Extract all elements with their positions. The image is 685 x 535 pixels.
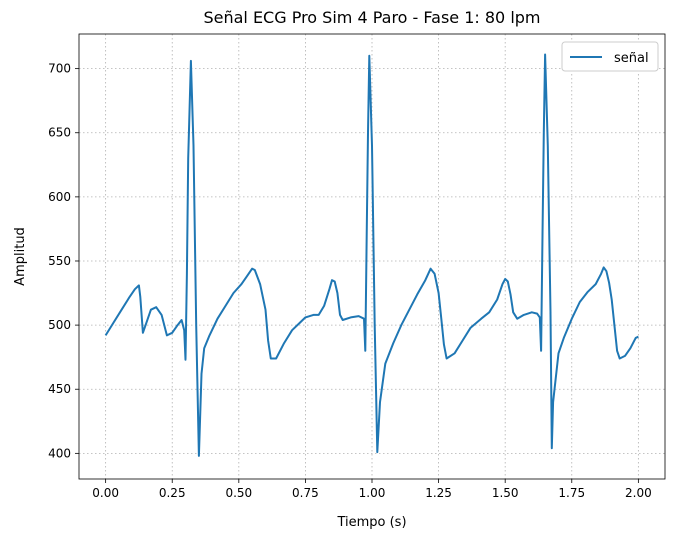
x-tick-label: 0.50 (225, 486, 252, 500)
y-tick-label: 500 (48, 318, 71, 332)
grid-lines (79, 34, 665, 479)
y-tick-label: 700 (48, 62, 71, 76)
x-tick-label: 1.50 (492, 486, 519, 500)
x-tick-label: 1.75 (558, 486, 585, 500)
y-tick-label: 650 (48, 126, 71, 140)
series-line-senal (104, 53, 639, 457)
legend: señal (561, 41, 659, 72)
x-tick-label: 2.00 (625, 486, 652, 500)
x-axis-label: Tiempo (s) (336, 515, 406, 530)
y-tick-label: 550 (48, 254, 71, 268)
x-tick-label: 1.25 (425, 486, 452, 500)
x-tick-label: 0.00 (92, 486, 119, 500)
plot-frame (78, 33, 666, 480)
x-tick-label: 0.25 (159, 486, 186, 500)
y-tick-label: 400 (48, 446, 71, 460)
y-axis-label: Amplitud (13, 227, 28, 286)
x-tick-label: 0.75 (292, 486, 319, 500)
x-tick-label: 1.00 (359, 486, 386, 500)
series-layer (104, 53, 639, 457)
legend-label-senal: señal (614, 51, 649, 66)
legend-box (561, 41, 659, 72)
x-axis-ticks: 0.00 0.25 0.50 0.75 1.00 1.25 1.50 1.75 2.00 (92, 479, 652, 500)
y-tick-label: 600 (48, 190, 71, 204)
y-axis-ticks: 400 450 500 550 600 650 700 (48, 62, 79, 460)
chart-title: Señal ECG Pro Sim 4 Paro - Fase 1: 80 lp… (203, 8, 540, 27)
y-tick-label: 450 (48, 382, 71, 396)
